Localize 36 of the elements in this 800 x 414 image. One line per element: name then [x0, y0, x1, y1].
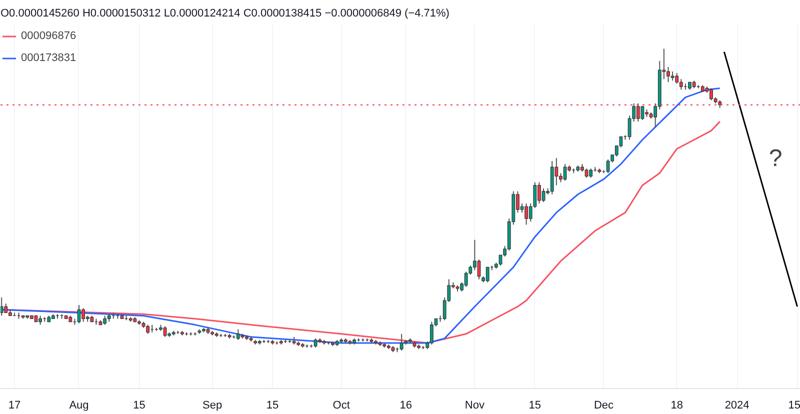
candlestick — [589, 168, 593, 178]
x-tick-label: 15 — [266, 400, 279, 412]
candlestick — [670, 71, 674, 82]
x-tick-label: 2024 — [724, 400, 750, 412]
candlestick — [38, 315, 42, 326]
candlestick — [314, 338, 318, 348]
candlestick — [400, 333, 404, 352]
candlestick — [146, 324, 150, 334]
candlestick — [464, 271, 468, 288]
candlestick — [606, 158, 610, 174]
x-tick-label: 16 — [400, 400, 412, 412]
candlestick — [430, 321, 434, 346]
annotation: ? — [768, 145, 782, 172]
x-tick-label: 15 — [528, 400, 542, 412]
candlestick — [524, 202, 528, 226]
x-tick-label: Sep — [202, 400, 222, 412]
candlestick — [542, 188, 546, 202]
candlestick — [0, 297, 4, 316]
legend-label: 000096876 — [21, 30, 76, 42]
x-tick-label: 17 — [8, 400, 21, 412]
candlestick — [563, 164, 567, 182]
chart-title: O0.0000145260 H0.0000150312 L0.0000124214 C0.0000138415 −0.0000006849 (−4.71%) — [0, 8, 450, 20]
x-tick-label: Aug — [69, 400, 89, 412]
x-tick-label: Oct — [332, 400, 350, 412]
candlestick — [236, 328, 240, 340]
x-tick-label: 15 — [133, 400, 146, 412]
candlestick — [4, 303, 8, 314]
x-tick-label: 15 — [788, 400, 800, 412]
candlestick — [640, 106, 644, 121]
legend-label: 000173831 — [21, 52, 76, 64]
candlestick — [486, 266, 490, 283]
x-tick-label: Nov — [464, 400, 485, 412]
candlestick — [679, 78, 683, 90]
candlestick — [675, 72, 679, 84]
x-tick-label: Dec — [594, 400, 614, 412]
x-tick-label: 18 — [670, 400, 683, 412]
